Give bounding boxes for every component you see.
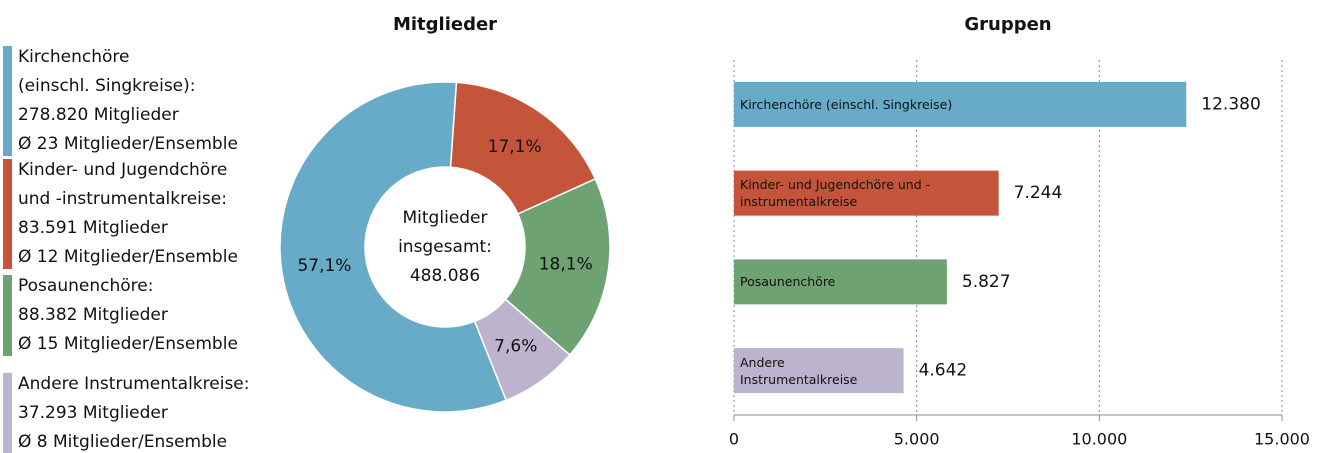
legend-text: Ø 8 Mitglieder/Ensemble — [18, 432, 227, 452]
legend-text: Posaunenchöre: — [18, 276, 153, 296]
value-label: 5.827 — [962, 272, 1011, 292]
legend-text: (einschl. Singkreise): — [18, 76, 196, 96]
value-label: 4.642 — [919, 361, 968, 381]
category-label: Andere Instrumentalkreise — [740, 354, 858, 387]
category-label: Kinder- und Jugendchöre und -instrumenta… — [740, 177, 931, 210]
x-tick-label: 5.000 — [894, 430, 940, 449]
x-tick-label: 15.000 — [1254, 430, 1310, 449]
center-label: Mitglieder — [403, 208, 488, 228]
bar-label-box: Kinder- und Jugendchöre und -instrumenta… — [740, 177, 931, 210]
category-label: Kirchenchöre (einschl. Singkreise) — [740, 96, 953, 112]
bar-label-box: Andere Instrumentalkreise — [740, 354, 858, 387]
x-tick-label: 0 — [729, 430, 739, 449]
slice-label: 57,1% — [297, 256, 351, 276]
chart-title: Gruppen — [964, 14, 1051, 35]
value-label: 7.244 — [1014, 183, 1063, 203]
chart-title: Mitglieder — [393, 14, 497, 35]
legend-swatch — [3, 373, 12, 453]
bar-label-box: Posaunenchöre — [740, 274, 836, 290]
donut-slice — [504, 177, 611, 356]
legend-text: Kinder- und Jugendchöre — [18, 160, 227, 180]
legend-text: und -instrumentalkreise: — [18, 189, 227, 209]
bar — [734, 259, 947, 305]
legend-text: Andere Instrumentalkreise: — [18, 374, 250, 394]
donut-slice — [279, 81, 508, 413]
slice-label: 17,1% — [488, 137, 542, 157]
category-label: Posaunenchöre — [740, 274, 836, 290]
legend-text: Ø 23 Mitglieder/Ensemble — [18, 134, 238, 154]
center-label: insgesamt: — [398, 237, 492, 257]
bar — [734, 348, 904, 394]
legend-text: 88.382 Mitglieder — [18, 305, 168, 325]
legend-text: 83.591 Mitglieder — [18, 218, 168, 238]
legend-swatch — [3, 46, 12, 156]
value-label: 12.380 — [1201, 94, 1260, 114]
donut-slice — [449, 81, 597, 215]
legend-text: Ø 15 Mitglieder/Ensemble — [18, 334, 238, 354]
legend-text: Kirchenchöre — [18, 47, 129, 67]
bar — [734, 81, 1187, 127]
slice-label: 18,1% — [539, 254, 593, 274]
x-tick-label: 10.000 — [1071, 430, 1127, 449]
center-label: 488.086 — [410, 266, 480, 286]
legend-text: Ø 12 Mitglieder/Ensemble — [18, 247, 238, 267]
legend-swatch — [3, 275, 12, 356]
legend-text: 37.293 Mitglieder — [18, 403, 168, 423]
legend-text: 278.820 Mitglieder — [18, 105, 179, 125]
bar-label-box: Kirchenchöre (einschl. Singkreise) — [740, 96, 953, 112]
slice-label: 7,6% — [494, 336, 537, 356]
legend-swatch — [3, 159, 12, 269]
bar — [734, 170, 999, 216]
donut-slice — [473, 298, 571, 402]
